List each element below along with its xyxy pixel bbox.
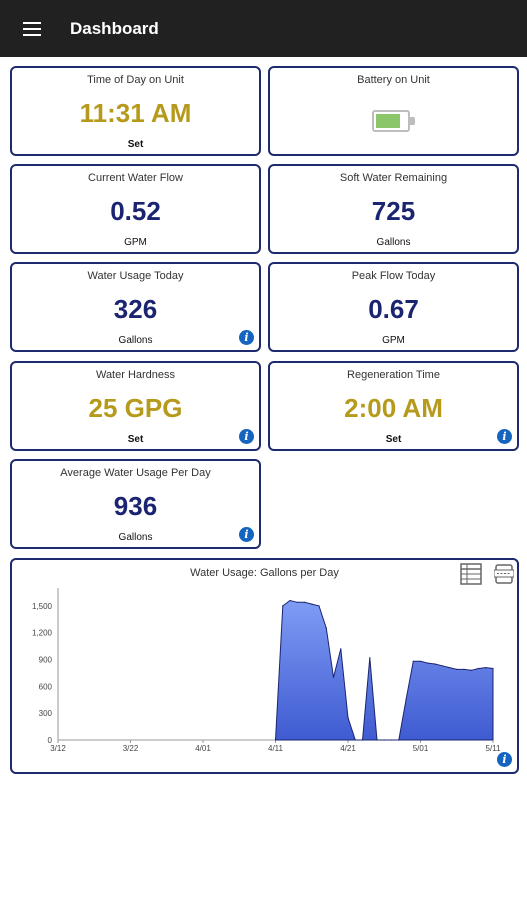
x-tick-label: 4/11 [268, 744, 284, 753]
data-point [412, 660, 414, 662]
data-point [398, 739, 400, 741]
data-point [369, 657, 371, 659]
data-point [318, 605, 320, 607]
current-water-flow-value: 0.52 [110, 196, 161, 226]
regeneration-time-value: 2:00 AM [344, 393, 443, 423]
info-icon[interactable]: i [239, 527, 254, 542]
x-tick-label: 5/01 [413, 744, 429, 753]
y-tick-label: 1,200 [32, 629, 53, 638]
info-icon[interactable]: i [239, 429, 254, 444]
tile-label: Time of Day on Unit [87, 74, 184, 86]
data-point [463, 668, 465, 670]
set-time-button[interactable]: Set [127, 139, 144, 150]
tile-label: Water Usage Today [87, 270, 184, 282]
tile-label: Peak Flow Today [351, 270, 436, 282]
average-water-usage-value: 936 [113, 491, 158, 521]
y-tick-label: 900 [39, 656, 53, 665]
data-point [427, 662, 429, 664]
data-point [303, 601, 306, 603]
tile-label: Current Water Flow [88, 172, 183, 184]
data-point [311, 603, 313, 605]
table-view-icon[interactable] [460, 563, 482, 585]
data-point [419, 660, 422, 662]
hamburger-menu-icon[interactable] [0, 0, 64, 57]
time-of-day-tile: Time of Day on Unit 11:31 AM Set [10, 66, 261, 156]
x-tick-label: 3/12 [50, 744, 66, 753]
data-point [390, 739, 393, 741]
app-bar: Dashboard [0, 0, 527, 57]
data-point [448, 667, 451, 669]
data-point [405, 699, 407, 701]
y-tick-label: 300 [39, 709, 53, 718]
data-point [376, 739, 378, 741]
water-usage-today-value: 326 [113, 294, 158, 324]
x-tick-label: 4/21 [340, 744, 356, 753]
data-point [347, 717, 349, 719]
soft-water-remaining-tile: Soft Water Remaining 725 Gallons [268, 164, 519, 254]
battery-tile: Battery on Unit [268, 66, 519, 156]
tile-label: Water Hardness [95, 369, 176, 381]
unit-label: GPM [382, 335, 405, 346]
water-usage-today-tile: Water Usage Today 326 Gallons i [10, 262, 261, 352]
average-water-usage-tile: Average Water Usage Per Day 936 Gallons … [10, 459, 261, 549]
battery-level-fill [376, 114, 400, 128]
unit-label: Gallons [118, 335, 153, 346]
info-icon[interactable]: i [497, 429, 512, 444]
unit-label: Gallons [376, 237, 411, 248]
data-point [456, 668, 458, 670]
chart-title: Water Usage: Gallons per Day [190, 567, 339, 579]
data-point [434, 663, 436, 665]
x-tick-label: 3/22 [123, 744, 139, 753]
water-usage-chart-card: 0 300 600 900 1,200 1,500 3/12 3/22 4/01 4/11 4/21… [10, 558, 519, 774]
time-of-day-value: 11:31 AM [79, 98, 192, 128]
y-tick-label: 600 [39, 682, 53, 691]
soft-water-remaining-value: 725 [371, 196, 416, 226]
data-point [325, 627, 327, 629]
export-csv-icon[interactable] [494, 563, 514, 585]
tile-label: Soft Water Remaining [339, 172, 448, 184]
data-point [492, 667, 494, 670]
peak-flow-today-tile: Peak Flow Today 0.67 GPM [268, 262, 519, 352]
info-icon[interactable]: i [239, 330, 254, 345]
water-hardness-value: 25 GPG [88, 393, 183, 423]
set-hardness-button[interactable]: Set [127, 434, 144, 445]
data-point [477, 667, 480, 670]
unit-label: GPM [124, 237, 147, 248]
x-tick-label: 4/01 [195, 744, 211, 753]
usage-area-series [274, 599, 494, 741]
y-tick-label: 1,500 [32, 602, 53, 611]
current-water-flow-tile: Current Water Flow 0.52 GPM [10, 164, 261, 254]
tile-label: Regeneration Time [347, 369, 440, 381]
battery-icon [372, 110, 415, 132]
y-tick-label: 0 [48, 736, 53, 745]
data-point [470, 669, 472, 671]
water-usage-chart: 0 300 600 900 1,200 1,500 3/12 3/22 4/01 4/11 4/21… [32, 588, 502, 753]
data-point [340, 648, 342, 650]
peak-flow-today-value: 0.67 [368, 294, 419, 324]
unit-label: Gallons [118, 532, 153, 543]
set-regeneration-button[interactable]: Set [385, 434, 402, 445]
data-point [274, 739, 277, 741]
data-point [296, 601, 298, 603]
data-point [354, 739, 356, 741]
data-point [332, 676, 335, 678]
water-hardness-tile: Water Hardness 25 GPG Set i [10, 361, 261, 451]
data-point [441, 665, 443, 667]
data-point [485, 667, 487, 669]
data-point [282, 605, 284, 607]
data-point [289, 599, 291, 602]
info-icon[interactable]: i [497, 752, 512, 767]
tile-label: Average Water Usage Per Day [60, 467, 211, 479]
page-title: Dashboard [70, 18, 159, 38]
x-tick-label: 5/11 [486, 744, 502, 753]
regeneration-time-tile: Regeneration Time 2:00 AM Set i [268, 361, 519, 451]
data-point [361, 739, 364, 741]
tile-label: Battery on Unit [357, 74, 430, 86]
data-point [383, 739, 385, 741]
